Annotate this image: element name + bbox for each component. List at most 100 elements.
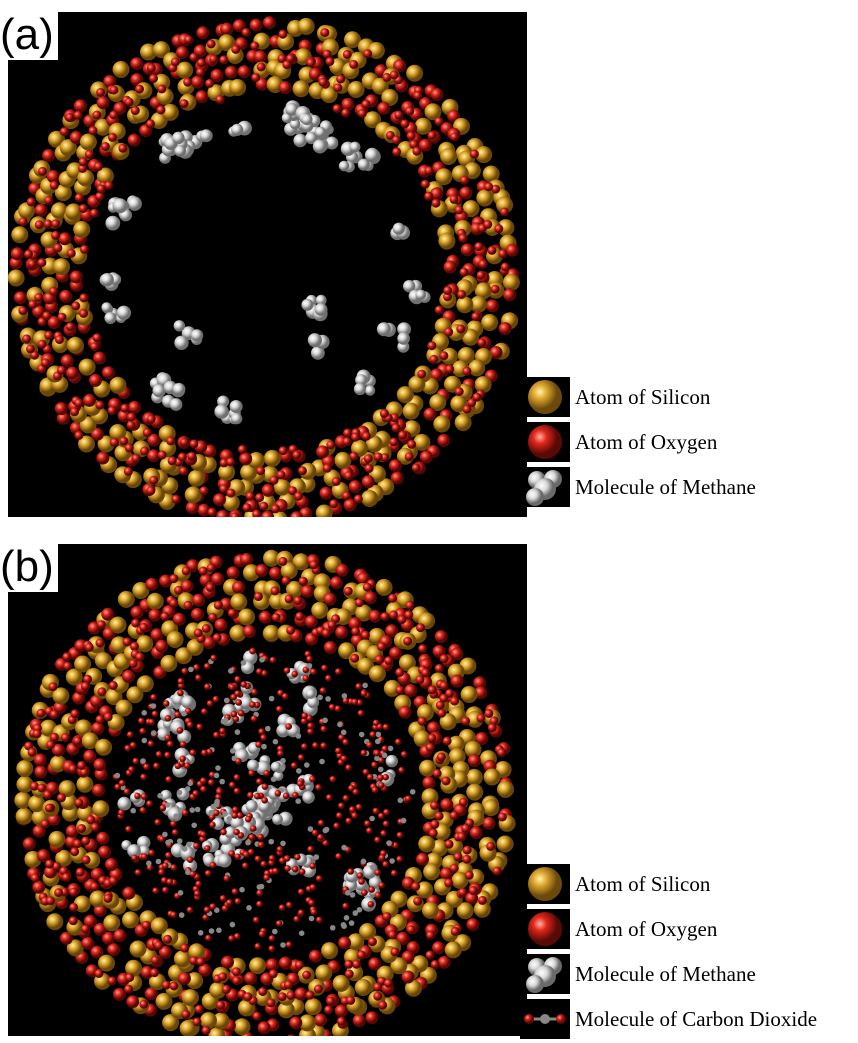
methane-molecule bbox=[314, 303, 328, 316]
oxygen-atom bbox=[473, 676, 487, 690]
carbon-atom bbox=[386, 840, 392, 846]
co2-oxygen-atom bbox=[183, 762, 191, 769]
oxygen-atom bbox=[373, 991, 383, 1001]
oxygen-atom bbox=[28, 299, 38, 309]
oxygen-atom bbox=[38, 166, 47, 176]
oxygen-atom bbox=[443, 260, 457, 274]
oxygen-atom bbox=[368, 609, 382, 623]
oxygen-atom bbox=[277, 54, 287, 64]
oxygen-atom bbox=[231, 44, 241, 54]
oxygen-atom bbox=[469, 826, 483, 840]
co2-oxygen-atom bbox=[329, 775, 337, 783]
silicon-atom bbox=[218, 463, 236, 481]
panel-a-render bbox=[8, 16, 520, 517]
oxygen-atom bbox=[40, 819, 50, 829]
silicon-atom bbox=[431, 839, 449, 857]
co2-oxygen-atom bbox=[276, 705, 283, 713]
oxygen-atom bbox=[462, 404, 472, 414]
oxygen-atom bbox=[450, 926, 460, 936]
oxygen-atom bbox=[474, 686, 488, 700]
silicon-atom bbox=[218, 34, 236, 52]
oxygen-atom bbox=[443, 292, 453, 302]
silicon-atom bbox=[292, 553, 310, 571]
co2-oxygen-atom bbox=[360, 690, 368, 697]
silicon-atom bbox=[354, 979, 372, 996]
silicon-atom bbox=[54, 184, 72, 202]
oxygen-atom bbox=[459, 797, 468, 807]
co2-oxygen-atom bbox=[129, 741, 137, 749]
oxygen-atom bbox=[227, 608, 237, 618]
silicon-atom bbox=[187, 469, 205, 487]
oxygen-atom bbox=[57, 365, 67, 375]
oxygen-atom bbox=[56, 411, 70, 425]
silicon-atom bbox=[447, 735, 465, 753]
oxygen-atom bbox=[139, 622, 149, 632]
carbon-atom bbox=[319, 758, 325, 765]
silicon-atom bbox=[132, 582, 150, 599]
oxygen-atom bbox=[269, 566, 282, 580]
silicon-atom bbox=[435, 168, 453, 186]
oxygen-atom bbox=[407, 439, 417, 449]
oxygen-atom bbox=[65, 322, 75, 332]
methane-molecule bbox=[190, 329, 204, 342]
oxygen-atom bbox=[46, 896, 55, 906]
carbon-atom bbox=[341, 844, 347, 851]
oxygen-atom bbox=[498, 249, 508, 259]
carbon-atom bbox=[214, 798, 220, 805]
co2-oxygen-atom bbox=[315, 875, 323, 882]
silicon-atom bbox=[112, 61, 130, 78]
oxygen-atom bbox=[282, 60, 292, 70]
co2-oxygen-atom bbox=[356, 872, 364, 879]
oxygen-atom bbox=[42, 311, 52, 321]
methane-molecule bbox=[353, 382, 367, 396]
carbon-atom bbox=[268, 695, 275, 702]
oxygen-atom bbox=[459, 186, 473, 200]
oxygen-atom bbox=[354, 598, 364, 608]
co2-oxygen-atom bbox=[140, 773, 147, 781]
oxygen-atom bbox=[322, 49, 332, 59]
oxygen-atom bbox=[389, 437, 399, 447]
oxygen-atom bbox=[444, 327, 454, 337]
co2-oxygen-atom bbox=[134, 792, 141, 800]
co2-oxygen-atom bbox=[201, 749, 208, 757]
co2-oxygen-atom bbox=[382, 820, 390, 828]
panel-b-render bbox=[14, 549, 516, 1036]
silicon-atom bbox=[419, 759, 436, 777]
oxygen-atom bbox=[96, 88, 106, 97]
oxygen-atom bbox=[500, 207, 509, 217]
oxygen-atom bbox=[475, 732, 489, 745]
co2-oxygen-atom bbox=[334, 705, 342, 712]
co2-oxygen-atom bbox=[164, 751, 171, 759]
co2-oxygen-atom bbox=[209, 821, 216, 829]
silicon-atom bbox=[263, 449, 281, 467]
methane-molecule bbox=[311, 346, 325, 360]
carbon-atom bbox=[341, 923, 347, 929]
co2-oxygen-atom bbox=[293, 915, 301, 923]
oxygen-atom bbox=[498, 322, 512, 336]
oxygen-atom bbox=[51, 230, 61, 240]
silicon-atom bbox=[456, 902, 474, 920]
oxygen-atom bbox=[57, 312, 67, 322]
oxygen-atom bbox=[89, 208, 99, 218]
co2-oxygen-atom bbox=[184, 707, 192, 715]
oxygen-atom bbox=[81, 936, 95, 950]
oxygen-atom bbox=[125, 973, 135, 983]
silicon-atom bbox=[16, 760, 34, 777]
oxygen-atom bbox=[123, 466, 133, 476]
oxygen-atom bbox=[356, 950, 366, 960]
co2-oxygen-atom bbox=[123, 788, 131, 795]
oxygen-atom bbox=[462, 854, 472, 864]
oxygen-atom bbox=[416, 852, 429, 866]
oxygen-atom bbox=[122, 637, 132, 647]
oxygen-atom bbox=[281, 576, 291, 586]
oxygen-atom bbox=[406, 131, 416, 141]
silicon-atom-icon bbox=[520, 377, 570, 417]
co2-oxygen-atom bbox=[165, 852, 172, 859]
co2-oxygen-atom bbox=[207, 779, 215, 786]
oxygen-atom bbox=[167, 456, 177, 466]
co2-oxygen-atom bbox=[378, 812, 385, 820]
oxygen-atom bbox=[219, 597, 233, 611]
oxygen-atom bbox=[48, 682, 58, 692]
silicon-atom bbox=[28, 795, 46, 813]
co2-oxygen-atom bbox=[138, 717, 145, 725]
